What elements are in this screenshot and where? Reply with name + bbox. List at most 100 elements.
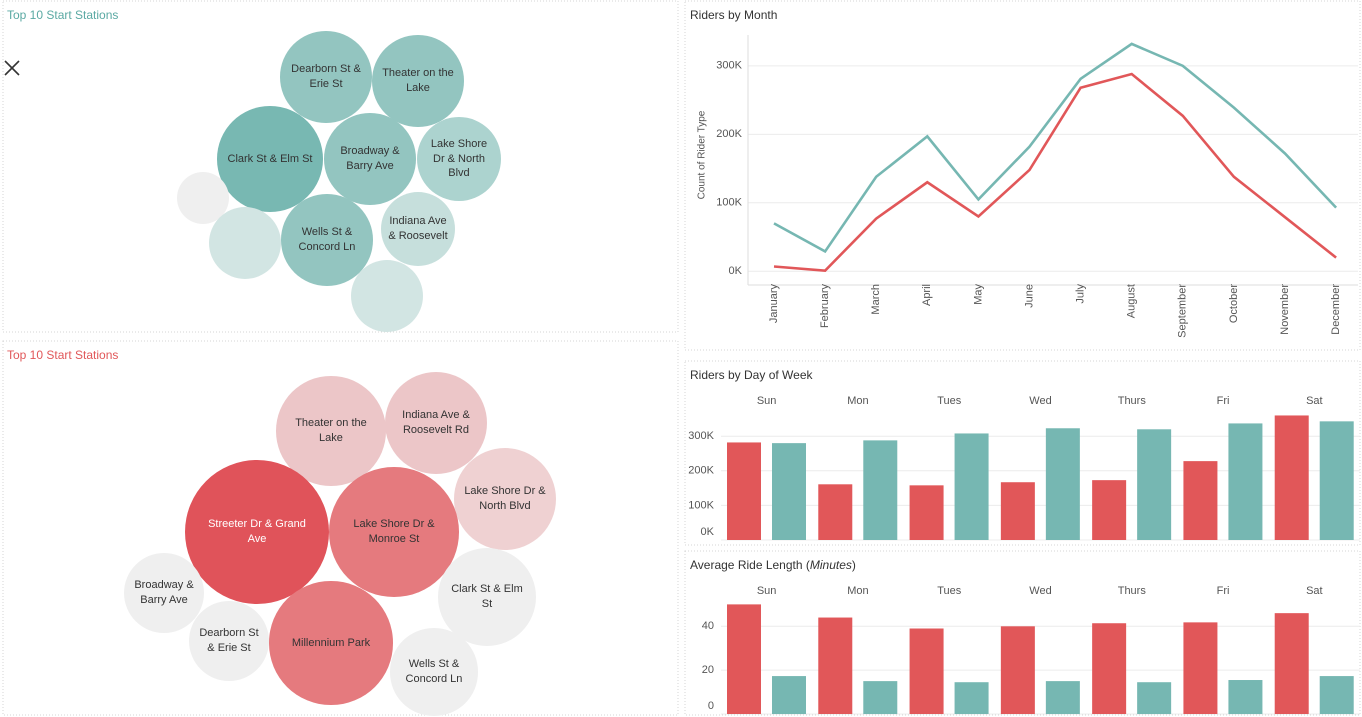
- title-part: Minutes: [810, 558, 852, 572]
- bar: [1092, 480, 1127, 540]
- y-tick-label: 100K: [688, 499, 714, 511]
- x-tick-label: February: [819, 284, 831, 329]
- x-header-label: Sat: [1306, 395, 1323, 407]
- x-tick-label: March: [870, 284, 882, 315]
- bar: [727, 604, 761, 714]
- bar: [954, 682, 989, 714]
- x-tick-label: June: [1023, 284, 1035, 308]
- bar: [1092, 623, 1127, 714]
- bar: [1000, 626, 1035, 714]
- x-tick-label: July: [1075, 284, 1087, 304]
- bubble-label: Indiana Ave & Roosevelt Rd: [402, 409, 470, 436]
- x-tick-label: September: [1177, 284, 1189, 338]
- title-part: Average Ride Length (: [690, 558, 810, 572]
- bubble: Dearborn St & Erie St: [189, 601, 269, 681]
- bubble: [350, 259, 424, 333]
- bubble-label: Wells St & Concord Ln: [405, 658, 463, 685]
- bar: [818, 484, 853, 540]
- bubble-label: Lake Shore Dr & North Blvd: [430, 137, 488, 180]
- bubble: Theater on the Lake: [372, 35, 464, 127]
- x-tick-label: April: [921, 284, 933, 306]
- panel: [684, 360, 1361, 546]
- line-series: [773, 42, 1338, 254]
- x-header-label: Thurs: [1118, 585, 1147, 597]
- bubble-label: Indiana Ave & Roosevelt: [388, 215, 448, 242]
- x-tick-label: November: [1279, 284, 1291, 335]
- bar: [1319, 421, 1354, 540]
- bubble-label: Wells St & Concord Ln: [298, 226, 356, 253]
- x-tick-label: August: [1126, 284, 1138, 318]
- bubble-label: Clark St & Elm St: [451, 583, 523, 610]
- bar: [909, 628, 944, 714]
- x-tick-label: October: [1228, 284, 1240, 323]
- bar: [1137, 682, 1172, 714]
- bubble-label: Broadway & Barry Ave: [340, 145, 400, 172]
- y-tick-label: 0K: [729, 265, 743, 277]
- x-header-label: Mon: [847, 585, 868, 597]
- y-tick-label: 0: [708, 700, 714, 712]
- bar: [772, 676, 806, 714]
- bubble: Theater on the Lake: [276, 376, 386, 486]
- bar: [863, 681, 898, 714]
- bar: [1274, 613, 1309, 714]
- close-icon[interactable]: [4, 60, 20, 76]
- x-header-label: Sat: [1306, 585, 1323, 597]
- bubble: Broadway & Barry Ave: [124, 553, 204, 633]
- chart-title: Top 10 Start Stations: [7, 8, 118, 22]
- bubble-label: Millennium Park: [291, 636, 371, 649]
- bar: [1319, 676, 1354, 714]
- x-header-label: Fri: [1217, 395, 1230, 407]
- x-header-label: Wed: [1029, 585, 1051, 597]
- x-header-label: Tues: [937, 585, 962, 597]
- bar: [818, 617, 853, 714]
- bar: [1183, 622, 1218, 714]
- chart-title: Top 10 Start Stations: [7, 348, 118, 362]
- x-header-label: Wed: [1029, 395, 1051, 407]
- bubble: Dearborn St & Erie St: [280, 31, 372, 123]
- bubble-label: Clark St & Elm St: [227, 152, 313, 165]
- bubble: Clark St & Elm St: [438, 548, 536, 646]
- x-header-label: Sun: [757, 395, 777, 407]
- bubble: Wells St & Concord Ln: [281, 194, 373, 286]
- x-header-label: Sun: [757, 585, 777, 597]
- panel: [684, 550, 1361, 716]
- bubble-label: Lake Shore Dr & North Blvd: [464, 485, 546, 512]
- bubble: Lake Shore Dr & North Blvd: [454, 448, 556, 550]
- x-header-label: Thurs: [1118, 395, 1147, 407]
- bubble-label: Dearborn St & Erie St: [199, 627, 259, 654]
- x-tick-label: May: [972, 284, 984, 305]
- panel: [2, 0, 679, 333]
- bubble: Clark St & Elm St: [217, 106, 323, 212]
- x-header-label: Fri: [1217, 585, 1230, 597]
- y-tick-label: 200K: [688, 465, 714, 477]
- bar: [1274, 415, 1309, 540]
- y-tick-label: 200K: [716, 128, 742, 140]
- chart-title: Riders by Month: [690, 8, 777, 22]
- bar: [909, 485, 944, 540]
- bubble: Lake Shore Dr & North Blvd: [416, 116, 502, 202]
- title-part: ): [852, 558, 856, 572]
- panel: [2, 340, 679, 716]
- y-axis-title: Count of Rider Type: [697, 110, 708, 199]
- bubble: Broadway & Barry Ave: [324, 113, 416, 205]
- panel: [684, 0, 1361, 351]
- bar: [772, 443, 806, 540]
- bubble-label: Dearborn St & Erie St: [291, 63, 361, 90]
- bubble: Millennium Park: [269, 581, 393, 705]
- bubble: Indiana Ave & Roosevelt Rd: [385, 372, 487, 474]
- x-header-label: Mon: [847, 395, 868, 407]
- y-tick-label: 40: [702, 620, 714, 632]
- bubble-label: Broadway & Barry Ave: [134, 579, 194, 606]
- bubble-label: Streeter Dr & Grand Ave: [208, 518, 306, 545]
- y-tick-label: 0K: [701, 526, 715, 538]
- bubble: Lake Shore Dr & Monroe St: [329, 467, 459, 597]
- y-tick-label: 20: [702, 664, 714, 676]
- y-tick-label: 300K: [688, 430, 714, 442]
- bar: [954, 433, 989, 540]
- chart-title: Riders by Day of Week: [690, 368, 813, 382]
- bubble: Indiana Ave & Roosevelt: [380, 191, 456, 267]
- bar: [1228, 423, 1263, 540]
- bar: [727, 442, 761, 540]
